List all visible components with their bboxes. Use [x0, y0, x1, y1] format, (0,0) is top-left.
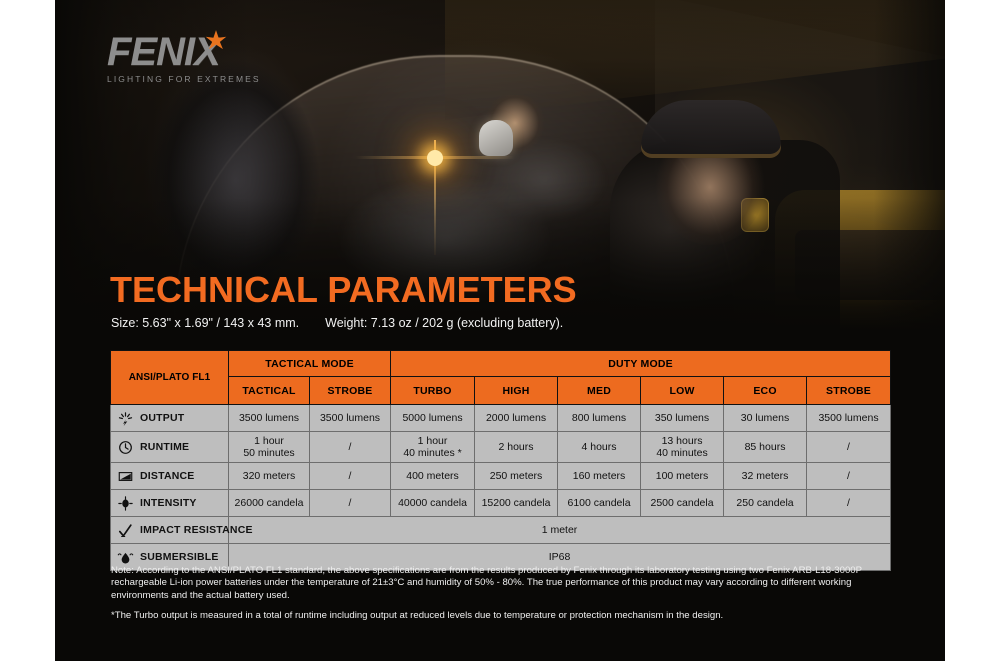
table-row: DISTANCE 320 meters / 400 meters 250 met…	[110, 462, 892, 490]
table-row: OUTPUT 3500 lumens 3500 lumens 5000 lume…	[110, 404, 892, 432]
row-label-text: IMPACT RESISTANCE	[140, 524, 253, 536]
cell-intensity-strobe-tactical: /	[308, 489, 392, 517]
cell-distance-med: 160 meters	[557, 462, 642, 490]
table-head: ANSI/PLATO FL1 TACTICAL MODE DUTY MODE T…	[110, 350, 892, 405]
cell-runtime-low: 13 hours 40 minutes	[640, 431, 725, 463]
cell-intensity-high: 15200 candela	[474, 489, 559, 517]
cell-distance-eco: 32 meters	[723, 462, 808, 490]
row-label-text: RUNTIME	[140, 441, 190, 453]
cell-intensity-low: 2500 candela	[640, 489, 725, 517]
beam-distance-icon	[118, 471, 133, 481]
table-row: RUNTIME 1 hour 50 minutes / 1 hour 40 minu…	[110, 431, 892, 463]
cell-runtime-turbo: 1 hour 40 minutes *	[390, 431, 476, 463]
group-header-tactical-mode: TACTICAL MODE	[227, 350, 392, 377]
cell-intensity-strobe-duty: /	[806, 489, 892, 517]
cell-intensity-eco: 250 candela	[723, 489, 808, 517]
row-label-text: INTENSITY	[140, 497, 197, 509]
cell-output-high: 2000 lumens	[474, 404, 559, 432]
cell-output-med: 800 lumens	[557, 404, 642, 432]
specifications-table: ANSI/PLATO FL1 TACTICAL MODE DUTY MODE T…	[110, 350, 892, 571]
table-header-row-groups: ANSI/PLATO FL1 TACTICAL MODE DUTY MODE	[110, 350, 892, 405]
column-header-eco: ECO	[723, 376, 808, 405]
row-label-submersible: SUBMERSIBLE	[110, 543, 229, 571]
cell-distance-low: 100 meters	[640, 462, 725, 490]
column-header-low: LOW	[640, 376, 725, 405]
crosshair-icon	[118, 495, 133, 511]
clock-icon	[119, 440, 132, 454]
table-row: IMPACT RESISTANCE 1 meter	[110, 516, 892, 544]
row-label-distance: DISTANCE	[110, 462, 229, 490]
cell-runtime-med: 4 hours	[557, 431, 642, 463]
cell-runtime-strobe-duty: /	[806, 431, 892, 463]
column-header-strobe-duty: STROBE	[806, 376, 892, 405]
table-corner-label: ANSI/PLATO FL1	[110, 350, 229, 405]
row-label-output: OUTPUT	[110, 404, 229, 432]
table-header-row-columns: TACTICAL STROBE TURBO HIGH MED LOW ECO S…	[111, 376, 892, 405]
cell-intensity-tactical: 26000 candela	[228, 489, 310, 517]
cell-output-low: 350 lumens	[640, 404, 725, 432]
cell-output-tactical: 3500 lumens	[228, 404, 310, 432]
dark-panel: FENIX LIGHTING FOR EXTREMES TECHNICAL PA…	[55, 0, 945, 661]
impact-check-icon	[118, 523, 132, 537]
cell-submersible-value: IP68	[227, 543, 892, 571]
column-header-tactical: TACTICAL	[228, 376, 310, 405]
row-label-runtime: RUNTIME	[110, 431, 229, 463]
page-title: TECHNICAL PARAMETERS	[110, 269, 577, 310]
cell-runtime-strobe-tactical: /	[308, 431, 392, 463]
notes-block: Note: According to the ANSI/PLATO FL1 st…	[111, 565, 901, 623]
row-label-impact-resistance: IMPACT RESISTANCE	[110, 516, 252, 544]
row-label-text: OUTPUT	[140, 412, 185, 424]
size-weight-line: Size: 5.63" x 1.69" / 143 x 43 mm. Weight…	[111, 316, 563, 330]
cell-intensity-turbo: 40000 candela	[390, 489, 476, 517]
table-row: SUBMERSIBLE IP68	[110, 543, 892, 571]
cell-output-eco: 30 lumens	[723, 404, 808, 432]
cell-output-strobe-tactical: 3500 lumens	[308, 404, 392, 432]
logo-wordmark: FENIX	[107, 30, 221, 74]
size-text: Size: 5.63" x 1.69" / 143 x 43 mm.	[111, 316, 300, 330]
column-header-strobe-tactical: STROBE	[308, 376, 392, 405]
column-header-med: MED	[557, 376, 642, 405]
table-row: INTENSITY 26000 candela / 40000 candela …	[110, 489, 892, 517]
cell-intensity-med: 6100 candela	[557, 489, 642, 517]
cell-distance-strobe-tactical: /	[308, 462, 392, 490]
weight-text: Weight: 7.13 oz / 202 g (excluding batte…	[325, 316, 564, 330]
hero-photo	[55, 0, 945, 330]
cell-runtime-tactical: 1 hour 50 minutes	[228, 431, 310, 463]
table-body: OUTPUT 3500 lumens 3500 lumens 5000 lume…	[110, 404, 892, 571]
column-header-high: HIGH	[474, 376, 559, 405]
star-icon	[205, 30, 227, 50]
row-label-text: DISTANCE	[140, 470, 195, 482]
cell-output-strobe-duty: 3500 lumens	[806, 404, 892, 432]
row-label-intensity: INTENSITY	[110, 489, 229, 517]
note-paragraph: Note: According to the ANSI/PLATO FL1 st…	[111, 565, 862, 601]
light-burst-icon	[118, 411, 133, 426]
footnote-paragraph: *The Turbo output is measured in a total…	[111, 610, 724, 622]
water-drop-icon	[117, 552, 134, 563]
cell-distance-strobe-duty: /	[806, 462, 892, 490]
cell-output-turbo: 5000 lumens	[390, 404, 476, 432]
logo-tagline: LIGHTING FOR EXTREMES	[107, 74, 261, 84]
fenix-logo: FENIX LIGHTING FOR EXTREMES	[107, 30, 297, 88]
row-label-text: SUBMERSIBLE	[140, 551, 219, 563]
cell-impact-resistance-value: 1 meter	[227, 516, 892, 544]
cell-distance-turbo: 400 meters	[390, 462, 476, 490]
cell-runtime-eco: 85 hours	[723, 431, 808, 463]
cell-distance-high: 250 meters	[474, 462, 559, 490]
cell-distance-tactical: 320 meters	[228, 462, 310, 490]
column-header-turbo: TURBO	[390, 376, 476, 405]
photo-horizontal-fade	[55, 0, 945, 330]
cell-runtime-high: 2 hours	[474, 431, 559, 463]
group-header-duty-mode: DUTY MODE	[390, 350, 892, 377]
